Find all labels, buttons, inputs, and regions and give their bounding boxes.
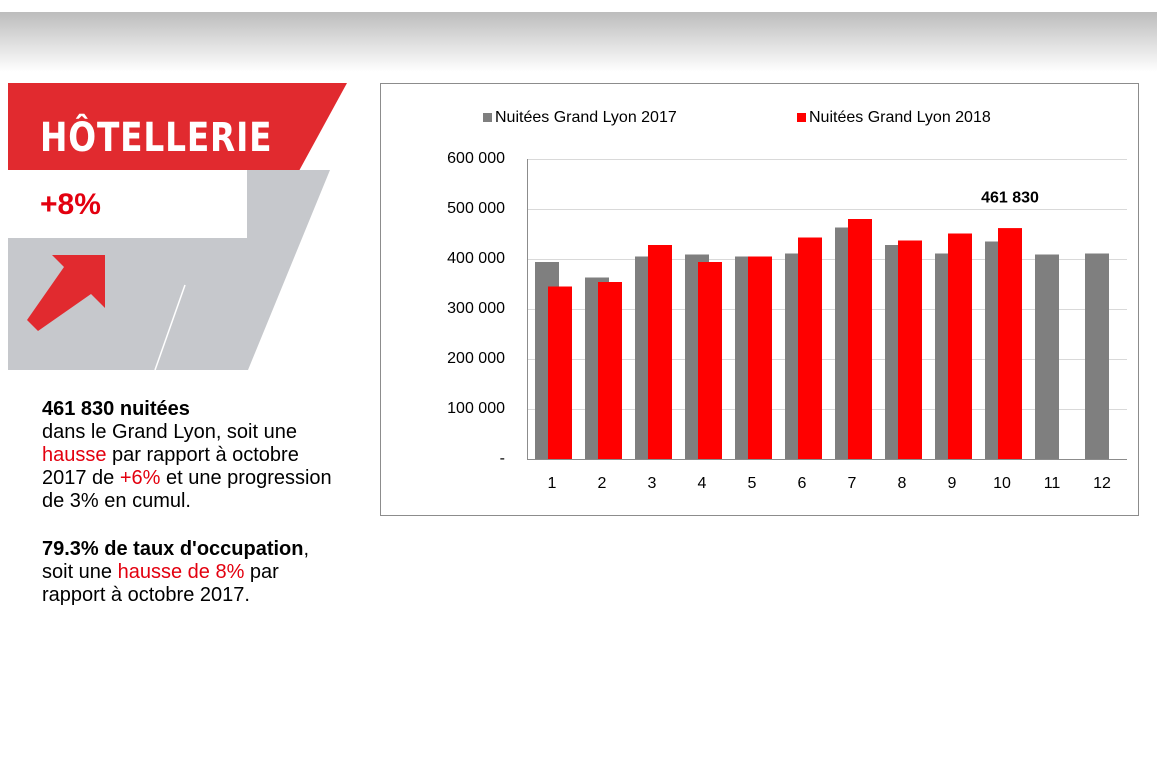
- divider: [154, 284, 186, 371]
- x-tick-label: 2: [598, 475, 607, 492]
- y-tick-label: 100 000: [447, 400, 505, 417]
- x-tick-label: 1: [548, 475, 557, 492]
- bar: [898, 240, 922, 459]
- y-tick-label: -: [500, 450, 505, 467]
- text-run: dans le Grand Lyon, soit une: [42, 421, 297, 443]
- text-run: 461 830 nuitées: [42, 398, 190, 420]
- gray-panel: [8, 170, 330, 370]
- bar: [635, 256, 659, 459]
- chart-frame: [380, 83, 1139, 516]
- legend-label: Nuitées Grand Lyon 2018: [809, 109, 991, 126]
- legend-swatch: [797, 113, 806, 122]
- bar: [535, 262, 559, 459]
- bar: [748, 256, 772, 459]
- bar: [1035, 254, 1059, 459]
- x-tick-label: 5: [748, 475, 757, 492]
- panel-title: HÔTELLERIE: [40, 115, 273, 161]
- bar: [785, 253, 809, 459]
- x-tick-label: 8: [898, 475, 907, 492]
- bar: [548, 286, 572, 459]
- bar: [598, 282, 622, 459]
- x-tick-label: 6: [798, 475, 807, 492]
- bar: [835, 227, 859, 459]
- x-tick-label: 11: [1044, 475, 1061, 492]
- bar: [585, 277, 609, 459]
- bar: [948, 233, 972, 459]
- panel-graphic: [8, 83, 347, 371]
- bar: [685, 254, 709, 459]
- paragraph: 79.3% de taux d'occupation, soit une hau…: [42, 538, 342, 607]
- x-tick-label: 7: [848, 475, 857, 492]
- panel-change: +8%: [40, 188, 101, 221]
- bar: [735, 256, 759, 459]
- text-run: , soit une: [42, 538, 310, 583]
- bar: [935, 253, 959, 459]
- legend-swatch: [483, 113, 492, 122]
- text-run: hausse: [42, 444, 107, 466]
- bar: [648, 245, 672, 459]
- bar: [798, 237, 822, 459]
- bar: [698, 262, 722, 459]
- bar: [848, 219, 872, 459]
- text-run: +6%: [119, 467, 161, 489]
- y-tick-label: 400 000: [447, 250, 505, 267]
- x-tick-label: 4: [698, 475, 707, 492]
- text-run: hausse de 8%: [117, 561, 245, 583]
- bar: [998, 228, 1022, 459]
- header-band: [0, 12, 1157, 72]
- x-tick-label: 10: [993, 475, 1011, 492]
- y-tick-label: 600 000: [447, 150, 505, 167]
- text-run: 79.3% de taux d'occupation: [42, 538, 304, 560]
- bar: [885, 245, 909, 459]
- text-run: par rapport à octobre 2017 de: [42, 444, 299, 489]
- x-tick-label: 12: [1093, 475, 1111, 492]
- paragraph: 461 830 nuitées dans le Grand Lyon, soit…: [42, 398, 342, 513]
- bar: [1085, 253, 1109, 459]
- data-label: 461 830: [981, 189, 1039, 206]
- x-tick-label: 9: [948, 475, 957, 492]
- description: 461 830 nuitées dans le Grand Lyon, soit…: [42, 398, 342, 632]
- text-run: par rapport à octobre 2017.: [42, 561, 279, 606]
- bar: [985, 241, 1009, 459]
- text-run: et une progression de 3% en cumul.: [42, 467, 332, 512]
- x-tick-label: 3: [648, 475, 657, 492]
- y-tick-label: 500 000: [447, 200, 505, 217]
- up-arrow: [27, 255, 105, 331]
- legend-label: Nuitées Grand Lyon 2017: [495, 109, 677, 126]
- change-box: [8, 170, 247, 238]
- y-tick-label: 300 000: [447, 300, 505, 317]
- y-tick-label: 200 000: [447, 350, 505, 367]
